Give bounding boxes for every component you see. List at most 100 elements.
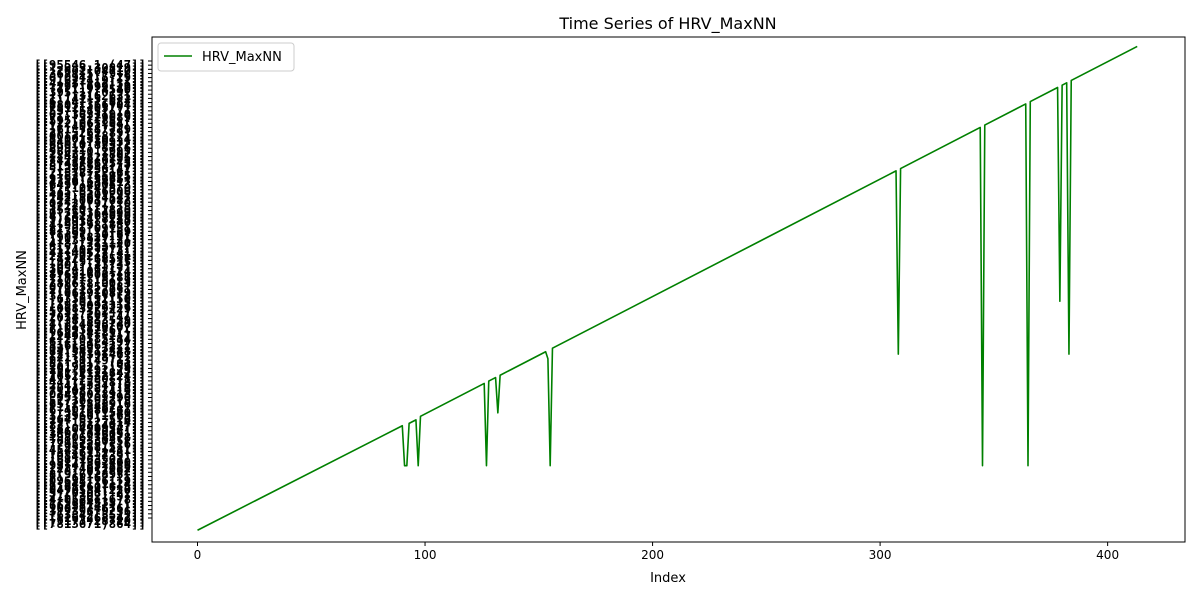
y-tick-label: [[[)0](210[07]] xyxy=(34,320,146,334)
y-tick-label: [[8805(366)04]] xyxy=(34,98,146,112)
y-tick-label: [[22].039146)]] xyxy=(34,348,146,362)
y-tick-label: [[07]21[91(]0]] xyxy=(34,197,146,211)
y-tick-label: [[51730(933(3]] xyxy=(34,394,146,408)
y-tick-label: [[]9806274378]] xyxy=(34,431,146,445)
y-tick-label: [[595[31[85[(]] xyxy=(34,113,146,127)
y-tick-label: [[((16(268.42]] xyxy=(34,511,146,525)
y-tick-label: [[71[)302..9)]] xyxy=(34,489,146,503)
y-tick-label: [[164]67).5[6]] xyxy=(34,412,146,426)
y-tick-label: [[09658)761)9]] xyxy=(34,474,146,488)
y-tick-label: [[2.578]2216)]] xyxy=(34,166,146,180)
y-tick-label: [[4.53(212[3)]] xyxy=(34,76,146,90)
y-tick-label: [[5)00.310[(4]] xyxy=(34,132,146,146)
y-tick-label: [[76525332224]] xyxy=(34,369,146,383)
y-tick-label: [[81535584((7]] xyxy=(34,160,146,174)
y-tick-label: [[[738.833539]] xyxy=(34,314,146,328)
y-tick-label: [[162810]3(24]] xyxy=(34,264,146,278)
y-tick-label: [[]161896)227]] xyxy=(34,338,146,352)
y-tick-label: [[[)457828195]] xyxy=(34,150,146,164)
y-tick-label: [[9161760[6[5]] xyxy=(34,480,146,494)
y-tick-label: [[)113[97712[]] xyxy=(34,234,146,248)
y-tick-label: [[[68)163501.]] xyxy=(34,452,146,466)
y-tick-label: [[07.3631]9)0]] xyxy=(34,107,146,121)
y-tick-label: [[4542)9[.481]] xyxy=(34,443,146,457)
y-tick-label: [[71708..(4)9]] xyxy=(34,385,146,399)
y-ticks xyxy=(148,60,152,519)
y-tick-label: [[30.4]]8(17)]] xyxy=(34,261,146,275)
y-tick-label: [[)907582.)71]] xyxy=(34,231,146,245)
x-axis-label: Index xyxy=(650,571,686,586)
y-tick-label: [[7795125)[)6]] xyxy=(34,437,146,451)
x-tick-label: 200 xyxy=(641,548,664,562)
y-tick-label: [[03(569)32(1]] xyxy=(34,341,146,355)
y-tick-label: [[916214[9])2]] xyxy=(34,73,146,87)
y-tick-label: [[212402]773(]] xyxy=(34,243,146,257)
y-tick-label: [[7813671)864]] xyxy=(34,517,146,531)
y-tick-label: [[6)094[.5.29]] xyxy=(34,70,146,84)
y-tick-label: [[[(2931.]140]] xyxy=(34,215,146,229)
y-tick-label: [[3[3966]1763]] xyxy=(34,409,146,423)
y-tick-label: [[7).6()67.[)]] xyxy=(34,471,146,485)
y-tick-labels: [[7813671)864]][[[9173.28720]][[((16(268… xyxy=(34,58,146,531)
y-tick-label: [[.29(]699]10]] xyxy=(34,80,146,94)
x-tick-label: 300 xyxy=(869,548,892,562)
y-tick-label: [[22431).(802]] xyxy=(34,147,146,161)
x-tick-label: 400 xyxy=(1096,548,1119,562)
y-tick-label: [[3]20108]]27]] xyxy=(34,486,146,500)
y-tick-label: [[(60])[2373)]] xyxy=(34,258,146,272)
y-tick-label: [[[.3.16[1540]] xyxy=(34,406,146,420)
y-tick-label: [[537[585[[7)]] xyxy=(34,104,146,118)
chart-title: Time Series of HRV_MaxNN xyxy=(558,14,776,34)
y-tick-label: [[650(0]82372]] xyxy=(34,138,146,152)
y-tick-label: [[15.10)(2820]] xyxy=(34,203,146,217)
y-tick-label: [[6497)400573]] xyxy=(34,178,146,192)
y-tick-label: [[)8127367400]] xyxy=(34,455,146,469)
y-tick-label: [[4([14498740]] xyxy=(34,317,146,331)
y-tick-label: [[2.4[5534)(0]] xyxy=(34,378,146,392)
y-tick-label: [[4)242]65020]] xyxy=(34,209,146,223)
y-tick-label: [[0(753364999]] xyxy=(34,206,146,220)
y-tick-label: [[][9804535.[]] xyxy=(34,495,146,509)
y-tick-label: [[.0147[8[()3]] xyxy=(34,381,146,395)
y-tick-label: [[]08453.739)]] xyxy=(34,449,146,463)
y-tick-label: [[87[54112548]] xyxy=(34,344,146,358)
y-tick-label: [[).9451)1124]] xyxy=(34,477,146,491)
y-axis-label: HRV_MaxNN xyxy=(15,250,30,330)
y-tick-label: [[9793]15665]]] xyxy=(34,172,146,186)
y-tick-label: [[78111]057.)]] xyxy=(34,101,146,115)
y-tick-label: [[6633[14[]()]] xyxy=(34,499,146,513)
y-tick-label: [[146.()20](]]] xyxy=(34,425,146,439)
y-tick-label: [[[6336)92[50]] xyxy=(34,292,146,306)
y-tick-label: [[7(06)9108[9]] xyxy=(34,286,146,300)
y-tick-label: [[.)2[0585]84]] xyxy=(34,332,146,346)
y-tick-label: [[32224((([).]] xyxy=(34,200,146,214)
y-tick-label: [[.23740(7052]] xyxy=(34,462,146,476)
y-tick-label: [[71)(3[29089]] xyxy=(34,110,146,124)
y-tick-label: [[(]52(755915]] xyxy=(34,169,146,183)
y-tick-label: [[9467473093[]] xyxy=(34,135,146,149)
y-tick-label: [[]61)533055(]] xyxy=(34,434,146,448)
y-tick-label: [[8)369[)1]59]] xyxy=(34,224,146,238)
y-tick-label: [[2(3)132705.]] xyxy=(34,283,146,297)
y-tick-label: [[[4)2([685]7]] xyxy=(34,252,146,266)
y-tick-label: [[[76).057(92]] xyxy=(34,465,146,479)
y-tick-label: [[.93[9.1[[25]] xyxy=(34,255,146,269)
y-tick-label: [[(19]90923.1]] xyxy=(34,298,146,312)
y-tick-label: [[8[).5)..(01]] xyxy=(34,357,146,371)
y-tick-label: [[7[.4022)59[]] xyxy=(34,120,146,134)
y-tick-label: [[0470534[220]] xyxy=(34,483,146,497)
y-tick-label: [[[9173.28720]] xyxy=(34,514,146,528)
y-tick-label: [[4(99[98)88(]] xyxy=(34,218,146,232)
legend-box xyxy=(157,42,295,72)
y-tick-label: [[42]40527(41]] xyxy=(34,246,146,260)
y-tick-label: [[7()1..0)..)]] xyxy=(34,308,146,322)
y-tick-label: [[)(][3162631]] xyxy=(34,89,146,103)
y-tick-label: [[29911.]87[6]] xyxy=(34,141,146,155)
y-tick-label: [[4.8.[771120]] xyxy=(34,237,146,251)
x-tick-label: 100 xyxy=(414,548,437,562)
y-tick-label: [[65[2[885916]] xyxy=(34,397,146,411)
y-tick-label: [[024(0038913]] xyxy=(34,388,146,402)
y-tick-label: [[38(6(8]00(3]] xyxy=(34,277,146,291)
y-tick-label: [[43)6.634217]] xyxy=(34,175,146,189)
